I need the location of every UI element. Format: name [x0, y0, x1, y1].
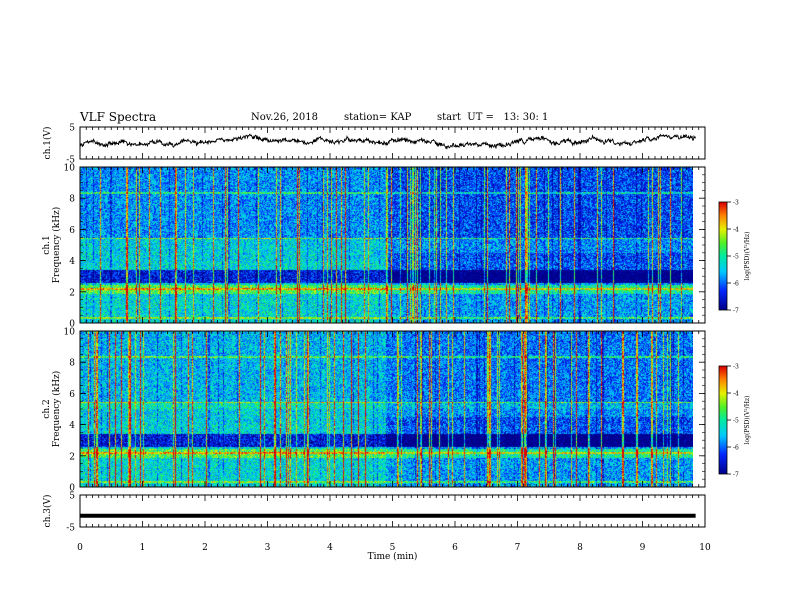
x-tick-label: 6 [452, 543, 458, 553]
ch2-colorbar-image [719, 366, 727, 474]
ch2-spectrogram-image [80, 331, 693, 487]
x-tick-label: 2 [202, 543, 208, 553]
colorbar-label: log(PSD)(V²/Hz) [744, 232, 751, 281]
y-tick-label: -5 [66, 156, 75, 166]
y-tick-label: 4 [69, 257, 75, 267]
x-tick-label: 3 [265, 543, 271, 553]
colorbar-tick-label: -4 [733, 227, 739, 234]
ch1-spectrogram-image [80, 167, 693, 323]
x-tick-label: 1 [140, 543, 146, 553]
start-time-label: start UT = 13: 30: 1 [437, 112, 549, 123]
x-tick-label: 9 [640, 543, 646, 553]
y-tick-label: 2 [69, 288, 75, 298]
y-tick-label: 4 [69, 421, 75, 431]
y-tick-label: -5 [66, 524, 75, 534]
x-tick-label: 7 [515, 543, 521, 553]
colorbar-tick-label: -6 [733, 281, 739, 288]
y-tick-label: 0 [69, 320, 75, 330]
colorbar-tick-label: -4 [733, 391, 739, 398]
figure-title: VLF Spectra [80, 110, 157, 124]
y-tick-label: 5 [69, 492, 75, 502]
y-tick-label: 6 [69, 390, 75, 400]
channel-label: ch.1 [42, 235, 52, 254]
colorbar-tick-label: -5 [733, 418, 739, 425]
date-label: Nov.26, 2018 [251, 112, 318, 123]
colorbar-tick-label: -7 [733, 472, 739, 479]
x-tick-label: 5 [390, 543, 396, 553]
y-tick-label: 6 [69, 226, 75, 236]
y-tick-label: 2 [69, 452, 75, 462]
x-tick-label: 8 [577, 543, 583, 553]
waveform-axis-label: ch.1(V) [42, 127, 53, 160]
channel-label: ch.2 [42, 399, 52, 418]
x-axis-label: Time (min) [368, 551, 418, 562]
y-tick-label: 8 [69, 359, 75, 369]
x-tick-label: 0 [77, 543, 83, 553]
x-tick-label: 4 [327, 543, 333, 553]
panel-frame [79, 330, 706, 488]
y-tick-label: 10 [64, 164, 76, 174]
colorbar-label: log(PSD)(V²/Hz) [744, 396, 751, 445]
ch1-waveform-line [79, 133, 696, 151]
y-tick-label: 10 [64, 328, 76, 338]
waveform-axis-label: ch.3(V) [42, 495, 53, 528]
frequency-axis-label: Frequency (kHz) [51, 371, 62, 448]
y-tick-label: 8 [69, 195, 75, 205]
y-tick-label: 5 [69, 124, 75, 134]
panel-frame [79, 166, 706, 324]
colorbar-frame [718, 365, 728, 475]
x-tick-label: 10 [699, 543, 711, 553]
colorbar-tick-label: -6 [733, 445, 739, 452]
colorbar-frame [718, 201, 728, 311]
colorbar-tick-label: -7 [733, 308, 739, 315]
station-label: station= KAP [344, 112, 412, 123]
ch1-colorbar-image [719, 202, 727, 310]
colorbar-tick-label: -5 [733, 254, 739, 261]
colorbar-tick-label: -3 [733, 200, 739, 207]
colorbar-tick-label: -3 [733, 364, 739, 371]
y-tick-label: 0 [69, 484, 75, 494]
frequency-axis-label: Frequency (kHz) [51, 207, 62, 284]
